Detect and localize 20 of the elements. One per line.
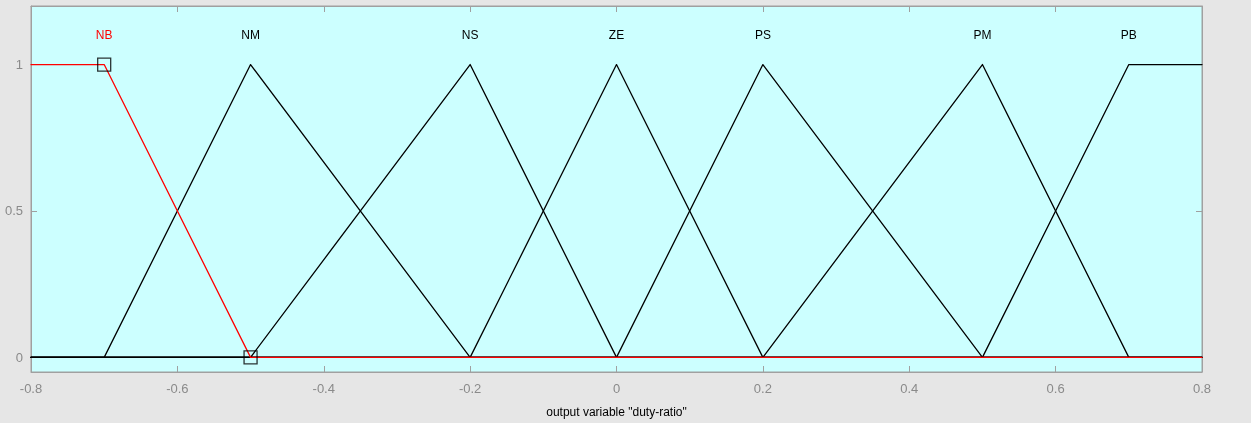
x-axis-title: output variable "duty-ratio" — [546, 405, 687, 419]
series-label: ZE — [608, 28, 625, 42]
y-tick-label: 0 — [15, 349, 23, 365]
y-tick-label: 0.5 — [4, 203, 23, 219]
series-label: NB — [95, 28, 113, 42]
x-tick-label: 0.8 — [1192, 381, 1212, 396]
x-tick-label: 0.4 — [900, 381, 919, 396]
x-tick-label: -0.8 — [19, 381, 43, 396]
x-tick-label: 0 — [612, 381, 621, 396]
text: NS — [461, 28, 479, 42]
x-tick-label: 0.6 — [1046, 381, 1065, 396]
x-tick-label: -0.2 — [458, 381, 482, 396]
x-tick-label: 0.2 — [753, 381, 772, 396]
y-tick-label: 1 — [15, 57, 23, 73]
series-label: PS — [754, 28, 771, 42]
x-tick-label: -0.6 — [166, 381, 189, 396]
series-label: PB — [1120, 28, 1137, 42]
text: NM — [241, 28, 260, 42]
x-tick-label: -0.4 — [312, 381, 335, 396]
text: PM — [973, 28, 992, 42]
